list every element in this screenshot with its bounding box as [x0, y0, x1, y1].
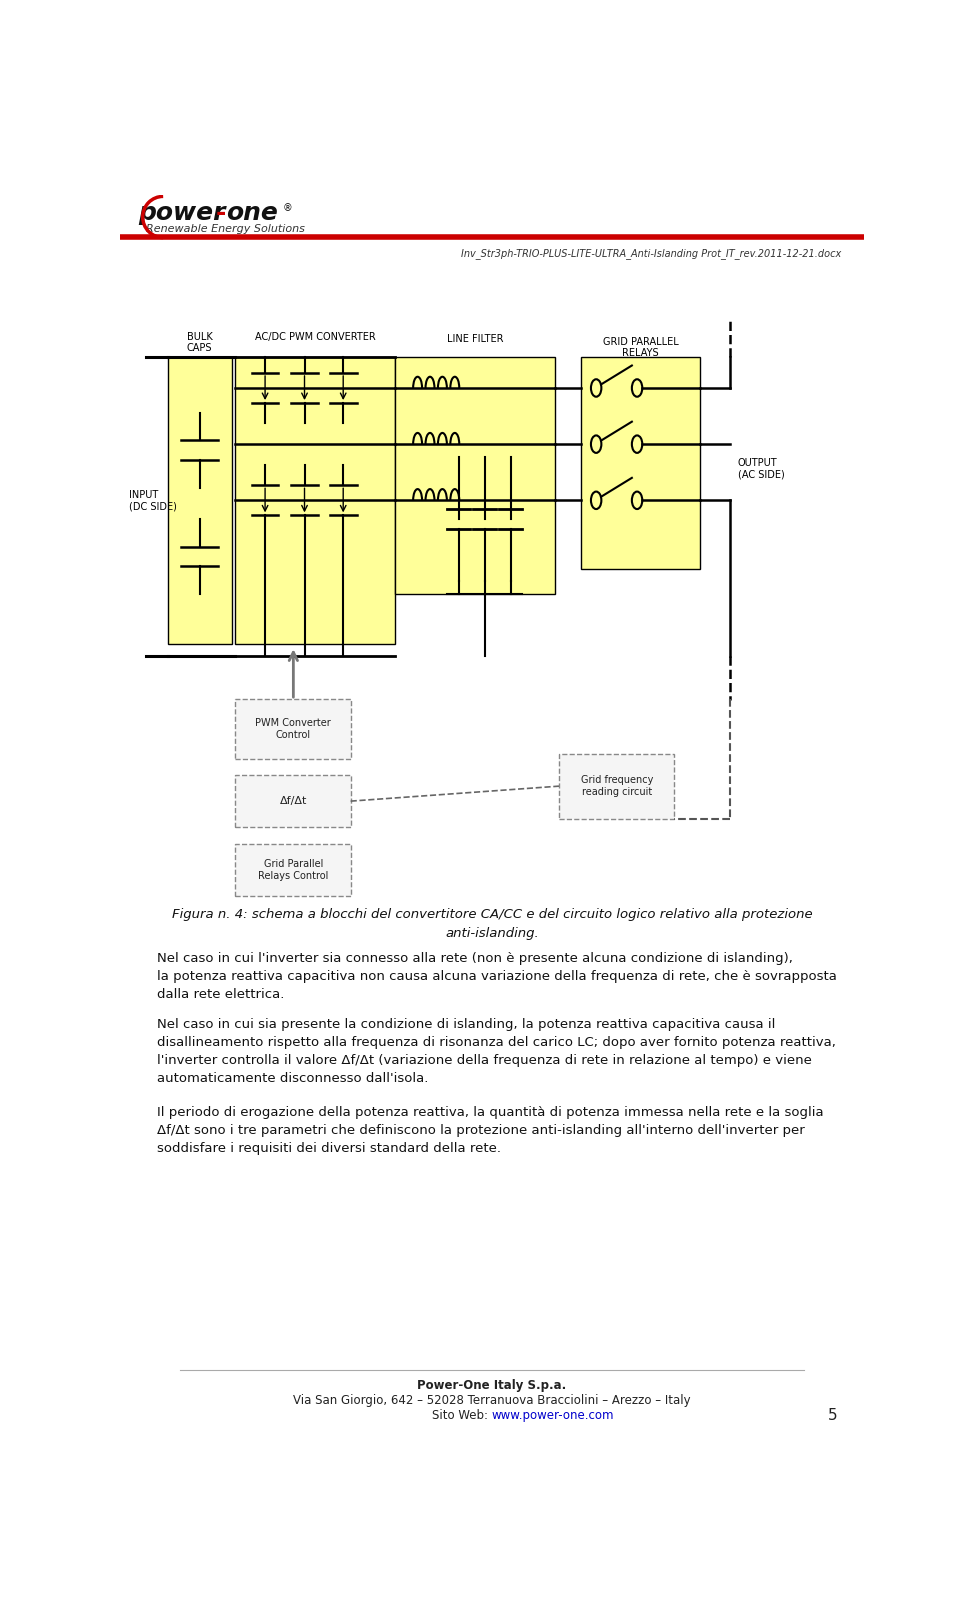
- Text: Inv_Str3ph-TRIO-PLUS-LITE-ULTRA_Anti-Islanding Prot_IT_rev.2011-12-21.docx: Inv_Str3ph-TRIO-PLUS-LITE-ULTRA_Anti-Isl…: [462, 248, 842, 259]
- Text: Figura n. 4: schema a blocchi del convertitore CA/CC e del circuito logico relat: Figura n. 4: schema a blocchi del conver…: [172, 908, 812, 921]
- Bar: [235, 357, 396, 644]
- Text: Nel caso in cui l'inverter sia connesso alla rete (non è presente alcuna condizi: Nel caso in cui l'inverter sia connesso …: [157, 952, 837, 1002]
- Text: GRID PARALLEL
RELAYS: GRID PARALLEL RELAYS: [603, 337, 679, 358]
- Bar: [235, 843, 350, 896]
- Text: AC/DC PWM CONVERTER: AC/DC PWM CONVERTER: [255, 332, 376, 342]
- Text: anti-islanding.: anti-islanding.: [445, 927, 539, 940]
- Text: BULK
CAPS: BULK CAPS: [187, 332, 212, 353]
- Text: -: -: [215, 201, 226, 225]
- Text: LINE FILTER: LINE FILTER: [446, 334, 503, 344]
- Bar: [581, 357, 700, 569]
- Text: Power-One Italy S.p.a.: Power-One Italy S.p.a.: [418, 1379, 566, 1392]
- Text: PWM Converter
Control: PWM Converter Control: [255, 718, 331, 739]
- Text: INPUT
(DC SIDE): INPUT (DC SIDE): [129, 490, 177, 511]
- Text: Renewable Energy Solutions: Renewable Energy Solutions: [146, 224, 305, 235]
- Bar: [396, 357, 555, 593]
- Text: Sito Web:: Sito Web:: [432, 1409, 492, 1422]
- Text: Il periodo di erogazione della potenza reattiva, la quantità di potenza immessa : Il periodo di erogazione della potenza r…: [157, 1106, 824, 1154]
- Text: www.power-one.com: www.power-one.com: [492, 1409, 614, 1422]
- Text: OUTPUT
(AC SIDE): OUTPUT (AC SIDE): [737, 459, 784, 480]
- Text: Grid frequency
reading circuit: Grid frequency reading circuit: [581, 775, 653, 798]
- Text: Grid Parallel
Relays Control: Grid Parallel Relays Control: [258, 859, 328, 880]
- Bar: [168, 357, 231, 644]
- Text: ®: ®: [282, 203, 292, 214]
- Text: Nel caso in cui sia presente la condizione di islanding, la potenza reattiva cap: Nel caso in cui sia presente la condizio…: [157, 1018, 836, 1086]
- Text: one: one: [227, 201, 278, 225]
- Bar: [235, 775, 350, 827]
- Text: 5: 5: [828, 1407, 838, 1423]
- Bar: [235, 699, 350, 759]
- Text: Via San Giorgio, 642 – 52028 Terranuova Bracciolini – Arezzo – Italy: Via San Giorgio, 642 – 52028 Terranuova …: [293, 1394, 691, 1407]
- Text: Δf/Δt: Δf/Δt: [279, 796, 307, 806]
- Text: power: power: [138, 201, 227, 225]
- Bar: [559, 754, 674, 819]
